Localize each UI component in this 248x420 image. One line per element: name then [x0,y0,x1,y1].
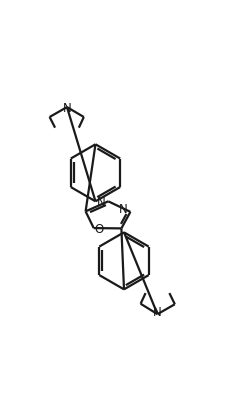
Text: N: N [153,306,162,319]
Text: O: O [94,223,104,236]
Text: N: N [96,196,105,209]
Text: N: N [62,102,71,115]
Text: N: N [119,203,127,216]
